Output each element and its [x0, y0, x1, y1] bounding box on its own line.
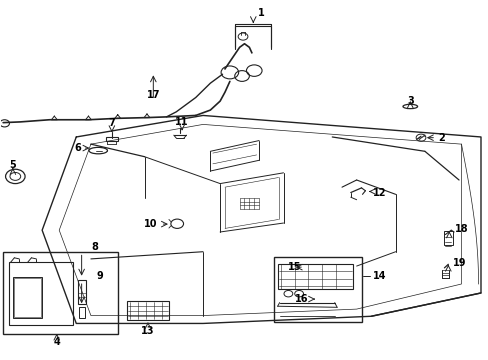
- Text: 15: 15: [287, 262, 301, 272]
- Text: 17: 17: [146, 90, 160, 100]
- Text: 7: 7: [108, 118, 115, 128]
- Text: 8: 8: [91, 242, 98, 252]
- Bar: [78, 280, 85, 304]
- Bar: [105, 137, 118, 141]
- Bar: [444, 231, 452, 245]
- Bar: [14, 278, 41, 317]
- Bar: [13, 277, 42, 318]
- Text: 16: 16: [295, 294, 308, 304]
- Text: 9: 9: [97, 271, 103, 281]
- Bar: [277, 264, 352, 289]
- Text: 2: 2: [438, 133, 445, 143]
- Text: 4: 4: [53, 337, 60, 347]
- Text: 6: 6: [74, 143, 81, 153]
- Text: 11: 11: [175, 117, 188, 127]
- Text: 13: 13: [141, 326, 154, 336]
- Text: 14: 14: [372, 271, 386, 281]
- Text: 10: 10: [144, 219, 158, 229]
- Text: 1: 1: [258, 8, 264, 18]
- Text: 19: 19: [452, 258, 466, 268]
- Text: 12: 12: [372, 188, 386, 198]
- Bar: [273, 257, 361, 321]
- Bar: [3, 252, 118, 334]
- Text: 3: 3: [406, 96, 413, 106]
- Text: 5: 5: [9, 160, 16, 170]
- Bar: [9, 262, 73, 325]
- Text: 18: 18: [454, 225, 468, 234]
- Bar: [79, 307, 84, 318]
- Bar: [127, 301, 168, 320]
